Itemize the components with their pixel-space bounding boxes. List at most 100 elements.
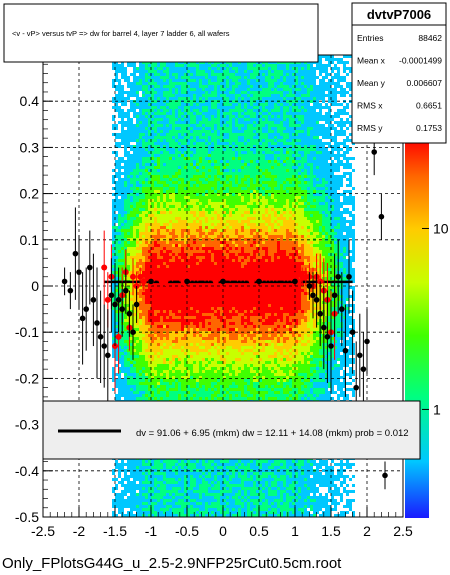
heatmap-cell xyxy=(133,85,136,88)
heatmap-cell xyxy=(193,391,196,394)
heatmap-cell xyxy=(160,253,163,256)
heatmap-cell xyxy=(175,283,178,286)
heatmap-cell xyxy=(118,97,121,100)
heatmap-cell xyxy=(142,499,145,502)
heatmap-cell xyxy=(133,349,136,352)
heatmap-cell xyxy=(163,499,166,502)
heatmap-cell xyxy=(157,124,160,127)
heatmap-cell xyxy=(148,244,151,247)
heatmap-cell xyxy=(175,475,178,478)
heatmap-cell xyxy=(157,145,160,148)
heatmap-cell xyxy=(178,394,181,397)
heatmap-cell xyxy=(181,478,184,481)
heatmap-cell xyxy=(166,328,169,331)
heatmap-cell xyxy=(169,355,172,358)
heatmap-cell xyxy=(133,307,136,310)
heatmap-cell xyxy=(178,481,181,484)
heatmap-cell xyxy=(118,214,121,217)
heatmap-cell xyxy=(157,133,160,136)
heatmap-cell xyxy=(211,208,214,211)
heatmap-cell xyxy=(124,235,127,238)
heatmap-cell xyxy=(175,226,178,229)
heatmap-cell xyxy=(151,505,154,508)
heatmap-cell xyxy=(211,397,214,400)
heatmap-cell xyxy=(199,370,202,373)
heatmap-cell xyxy=(136,97,139,100)
heatmap-cell xyxy=(127,316,130,319)
heatmap-cell xyxy=(139,307,142,310)
heatmap-cell xyxy=(181,151,184,154)
heatmap-cell xyxy=(115,76,118,79)
heatmap-cell xyxy=(202,241,205,244)
heatmap-cell xyxy=(154,70,157,73)
heatmap-cell xyxy=(124,103,127,106)
heatmap-cell xyxy=(169,259,172,262)
heatmap-cell xyxy=(157,349,160,352)
heatmap-cell xyxy=(115,310,118,313)
heatmap-cell xyxy=(205,163,208,166)
heatmap-cell xyxy=(193,175,196,178)
heatmap-cell xyxy=(130,187,133,190)
heatmap-cell xyxy=(205,247,208,250)
heatmap-cell xyxy=(151,157,154,160)
heatmap-cell xyxy=(187,373,190,376)
heatmap-cell xyxy=(136,223,139,226)
heatmap-cell xyxy=(118,259,121,262)
heatmap-cell xyxy=(178,223,181,226)
heatmap-cell xyxy=(166,397,169,400)
heatmap-cell xyxy=(130,286,133,289)
heatmap-cell xyxy=(166,187,169,190)
heatmap-cell xyxy=(157,301,160,304)
heatmap-cell xyxy=(181,235,184,238)
heatmap-cell xyxy=(175,130,178,133)
heatmap-cell xyxy=(115,136,118,139)
heatmap-cell xyxy=(199,226,202,229)
heatmap-cell xyxy=(178,268,181,271)
heatmap-cell xyxy=(142,346,145,349)
heatmap-cell xyxy=(127,376,130,379)
heatmap-cell xyxy=(175,487,178,490)
heatmap-cell xyxy=(148,316,151,319)
heatmap-cell xyxy=(199,250,202,253)
heatmap-cell xyxy=(115,73,118,76)
heatmap-cell xyxy=(193,301,196,304)
heatmap-cell xyxy=(208,283,211,286)
heatmap-cell xyxy=(181,121,184,124)
heatmap-cell xyxy=(148,286,151,289)
heatmap-cell xyxy=(124,331,127,334)
heatmap-cell xyxy=(130,472,133,475)
heatmap-cell xyxy=(211,187,214,190)
heatmap-cell xyxy=(118,325,121,328)
heatmap-cell xyxy=(112,181,115,184)
heatmap-cell xyxy=(211,307,214,310)
heatmap-cell xyxy=(160,331,163,334)
heatmap-cell xyxy=(196,178,199,181)
heatmap-cell xyxy=(175,508,178,511)
heatmap-cell xyxy=(139,85,142,88)
heatmap-cell xyxy=(163,127,166,130)
heatmap-cell xyxy=(112,370,115,373)
heatmap-cell xyxy=(151,214,154,217)
heatmap-cell xyxy=(211,364,214,367)
heatmap-cell xyxy=(205,97,208,100)
heatmap-cell xyxy=(184,481,187,484)
heatmap-cell xyxy=(166,247,169,250)
heatmap-cell xyxy=(121,481,124,484)
heatmap-cell xyxy=(211,304,214,307)
heatmap-cell xyxy=(133,178,136,181)
heatmap-cell xyxy=(145,103,148,106)
heatmap-cell xyxy=(142,148,145,151)
heatmap-cell xyxy=(136,391,139,394)
heatmap-cell xyxy=(175,376,178,379)
heatmap-cell xyxy=(178,157,181,160)
heatmap-cell xyxy=(184,301,187,304)
heatmap-cell xyxy=(199,484,202,487)
heatmap-cell xyxy=(151,133,154,136)
heatmap-cell xyxy=(196,100,199,103)
heatmap-cell xyxy=(208,112,211,115)
heatmap-cell xyxy=(187,487,190,490)
heatmap-cell xyxy=(211,262,214,265)
heatmap-cell xyxy=(133,364,136,367)
heatmap-cell xyxy=(199,64,202,67)
heatmap-cell xyxy=(157,466,160,469)
